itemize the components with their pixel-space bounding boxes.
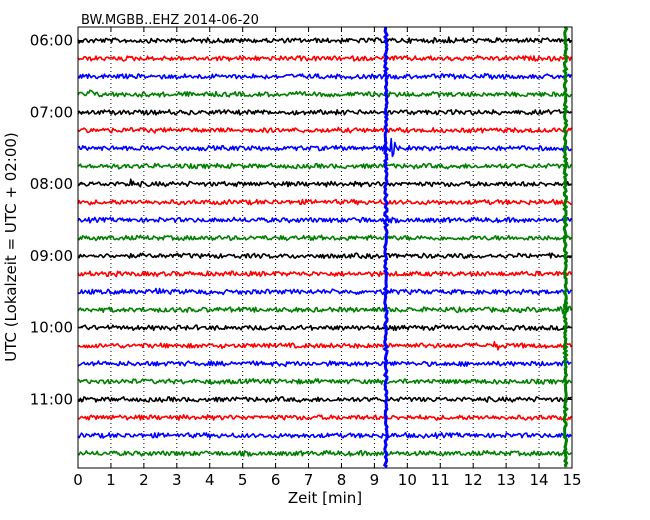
event-line	[382, 27, 390, 469]
trace-row-1000	[77, 324, 572, 332]
chart-title: BW.MGBB..EHZ 2014-06-20	[81, 13, 259, 28]
trace-row-0645	[77, 89, 572, 98]
y-tick-label: 11:00	[30, 391, 73, 409]
trace-row-0930	[77, 287, 572, 296]
x-tick-label: 10	[398, 471, 417, 489]
trace-row-0630	[77, 72, 572, 80]
trace-row-0900	[77, 252, 572, 260]
y-tick-label: 07:00	[30, 103, 73, 121]
x-tick-label: 1	[106, 471, 116, 489]
trace-row-1100	[77, 396, 572, 403]
y-tick-label: 10:00	[30, 319, 73, 337]
y-axis-label: UTC (Lokalzeit = UTC + 02:00)	[2, 132, 20, 362]
x-tick-label: 7	[304, 471, 314, 489]
y-tick-label: 08:00	[30, 175, 73, 193]
trace-layer	[77, 36, 572, 457]
event-line	[562, 26, 569, 468]
trace-row-0915	[77, 270, 572, 278]
x-tick-label: 12	[464, 471, 483, 489]
x-tick-label: 9	[370, 471, 380, 489]
trace-row-0830	[77, 216, 572, 224]
trace-row-0800	[77, 178, 572, 188]
x-tick-label: 8	[337, 471, 347, 489]
x-tick-label: 15	[562, 471, 581, 489]
trace-row-1145	[77, 449, 572, 457]
y-axis: 06:00 07:00 08:00 09:00 10:00 11:00	[30, 32, 572, 409]
y-tick-label: 09:00	[30, 247, 73, 265]
trace-row-1045	[77, 378, 572, 385]
x-tick-label: 4	[205, 471, 215, 489]
trace-row-1115	[77, 414, 572, 421]
x-tick-label: 2	[139, 471, 149, 489]
y-tick-label: 06:00	[30, 32, 73, 50]
x-tick-label: 6	[271, 471, 281, 489]
event-lines	[382, 26, 569, 469]
x-tick-label: 11	[431, 471, 450, 489]
trace-row-0700	[77, 108, 572, 116]
trace-row-0815	[77, 198, 572, 206]
trace-row-0615	[77, 54, 572, 62]
trace-row-0745	[77, 162, 572, 170]
trace-row-0730	[77, 137, 572, 158]
x-axis: 0 1 2 3 4 5 6 7 8 9 10 11 12 13 14 15	[73, 27, 582, 489]
trace-row-1130	[77, 431, 572, 439]
trace-row-0715	[77, 126, 572, 134]
trace-row-0945	[77, 298, 572, 315]
vertical-grid	[110, 27, 540, 468]
x-tick-label: 13	[497, 471, 516, 489]
plot-frame	[77, 26, 573, 469]
x-tick-label: 3	[172, 471, 182, 489]
trace-row-1030	[77, 360, 572, 368]
x-tick-label: 14	[530, 471, 549, 489]
x-axis-label: Zeit [min]	[288, 489, 362, 507]
trace-row-1015	[77, 340, 572, 351]
trace-row-0600	[77, 36, 572, 44]
trace-row-0845	[77, 234, 572, 242]
x-tick-label: 5	[238, 471, 248, 489]
x-tick-label: 0	[73, 471, 83, 489]
